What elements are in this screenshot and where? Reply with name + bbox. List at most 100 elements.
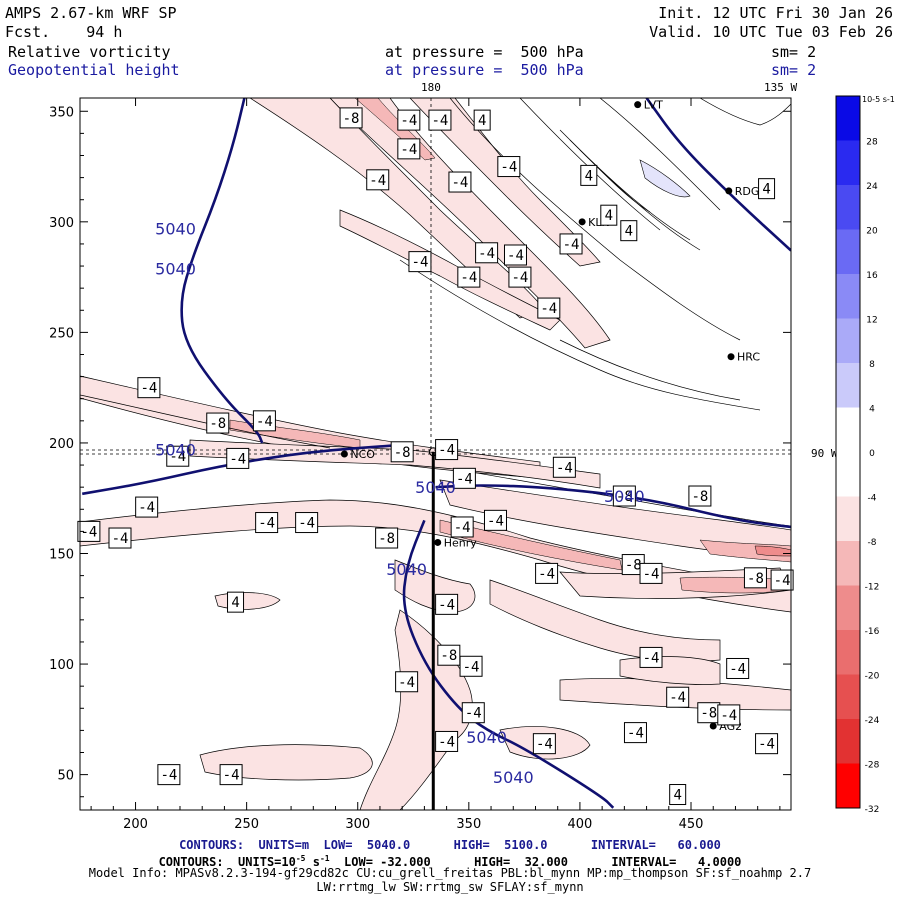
vorticity-label: -4 (398, 675, 415, 691)
colorbar-unit-label: 10-5 s-1 (862, 95, 895, 104)
vorticity-label-box (475, 242, 499, 264)
vorticity-label: -4 (487, 513, 504, 529)
vorticity-label-box (366, 169, 390, 191)
footer-model-info: Model Info: MPASv8.2.3-194-gf29cd82c CU:… (88, 866, 812, 880)
footer-rest: LOW= -32.000 HIGH= 32.000 INTERVAL= 4.00… (329, 855, 742, 869)
vorticity-label: -4 (540, 301, 557, 317)
vorticity-label-box (639, 562, 663, 584)
colorbar-tick-label: 0 (869, 449, 875, 459)
vorticity-label: 4 (605, 208, 613, 224)
field2-name: Geopotential height (8, 61, 180, 79)
vorticity-label: -4 (720, 708, 737, 724)
vorticity-label-box (226, 447, 250, 469)
height-contour-line (82, 443, 398, 496)
vorticity-label-box (612, 485, 636, 507)
vorticity-label: -4 (465, 706, 482, 722)
vorticity-label-box (552, 456, 576, 478)
vorticity-label: -4 (400, 113, 417, 129)
field1-smoothing: sm= 2 (771, 43, 817, 61)
x-tick-label: 200 (123, 817, 148, 832)
vorticity-label-box (503, 244, 527, 266)
height-label: 5040 (493, 768, 534, 787)
vorticity-label-box (395, 671, 419, 693)
station-label: Henry (444, 536, 478, 549)
vorticity-band (489, 579, 721, 662)
vorticity-label: -8 (343, 111, 360, 127)
colorbar-tick-label: 8 (869, 360, 875, 370)
height-label: 5040 (386, 560, 427, 579)
colorbar-tick-label: 12 (866, 316, 877, 326)
vorticity-label: -8 (378, 531, 395, 547)
footer-height-contours: CONTOURS: UNITS=m LOW= 5040.0 HIGH= 5100… (179, 838, 721, 852)
vorticity-label: -4 (454, 520, 471, 536)
vorticity-label: -8 (394, 445, 411, 461)
station-label: RDG (735, 185, 760, 198)
vorticity-label-box (452, 467, 476, 489)
vorticity-label-box (408, 251, 432, 273)
station-dot (434, 538, 442, 546)
vorticity-label: -4 (774, 573, 791, 589)
footer-exp2: -1 (319, 854, 330, 863)
vorticity-label-box (459, 655, 483, 677)
vorticity-label: -4 (643, 566, 660, 582)
footer-prefix: CONTOURS: UNITS=10 (158, 855, 296, 869)
field1-level: at pressure = 500 hPa (385, 43, 584, 61)
vorticity-label: -4 (400, 142, 417, 158)
vorticity-label-box (450, 516, 474, 538)
height-contour-line (180, 98, 264, 444)
colorbar-swatch (836, 96, 860, 141)
colorbar-swatch (836, 229, 860, 275)
colorbar-swatch (836, 363, 860, 408)
colorbar-tick-label: -16 (865, 627, 880, 637)
vorticity-label: -4 (512, 270, 529, 286)
vorticity-label-box (666, 686, 690, 708)
vorticity-band (639, 159, 691, 198)
lon-label-top-left: 180 (421, 81, 441, 94)
vorticity-label: -4 (563, 237, 580, 253)
vorticity-label: -4 (438, 443, 455, 459)
colorbar-swatch (836, 140, 860, 186)
colorbar-tick-label: 28 (866, 138, 878, 148)
vorticity-label-box (580, 164, 598, 186)
vorticity-label: -4 (463, 659, 480, 675)
station-label: HRC (737, 351, 760, 364)
colorbar-tick-label: -12 (865, 583, 880, 593)
vorticity-label-box (457, 266, 481, 288)
colorbar-swatch (836, 318, 860, 364)
vorticity-label: -8 (209, 416, 226, 432)
height-label: 5040 (155, 259, 196, 278)
station-dot (709, 722, 717, 730)
y-tick-label: 150 (49, 548, 74, 563)
y-tick-label: 300 (49, 216, 74, 231)
field2-level: at pressure = 500 hPa (385, 61, 584, 79)
colorbar-tick-label: -4 (868, 494, 877, 504)
colorbar-swatch (836, 585, 860, 631)
height-label: 5040 (415, 478, 456, 497)
init-time: Init. 12 UTC Fri 30 Jan 26 (658, 4, 893, 22)
vorticity-label-box (497, 156, 521, 178)
vorticity-label-box (639, 646, 663, 668)
x-tick-label: 450 (679, 817, 704, 832)
colorbar-tick-label: 16 (866, 271, 878, 281)
vorticity-label: -4 (432, 113, 449, 129)
vorticity-label: -4 (438, 597, 455, 613)
vorticity-label-box (623, 722, 647, 744)
vorticity-label-box (137, 377, 161, 399)
vorticity-label: -4 (669, 690, 686, 706)
colorbar-swatch (836, 496, 860, 542)
vorticity-label: -4 (627, 726, 644, 742)
height-label: 5040 (604, 487, 645, 506)
y-tick-label: 200 (49, 437, 74, 452)
vorticity-label: -4 (298, 516, 315, 532)
vorticity-band (754, 545, 791, 557)
vorticity-label-box (717, 704, 741, 726)
footer-physics: LW:rrtmg_lw SW:rrtmg_sw SFLAY:sf_mynn (316, 880, 584, 894)
vorticity-label-box (435, 593, 459, 615)
vorticity-label-box (390, 441, 414, 463)
vorticity-label-box (166, 445, 190, 467)
vorticity-label: 4 (762, 182, 770, 198)
vorticity-label-box (508, 266, 532, 288)
vorticity-label: 4 (625, 224, 633, 240)
valid-time: Valid. 10 UTC Tue 03 Feb 26 (649, 23, 893, 41)
